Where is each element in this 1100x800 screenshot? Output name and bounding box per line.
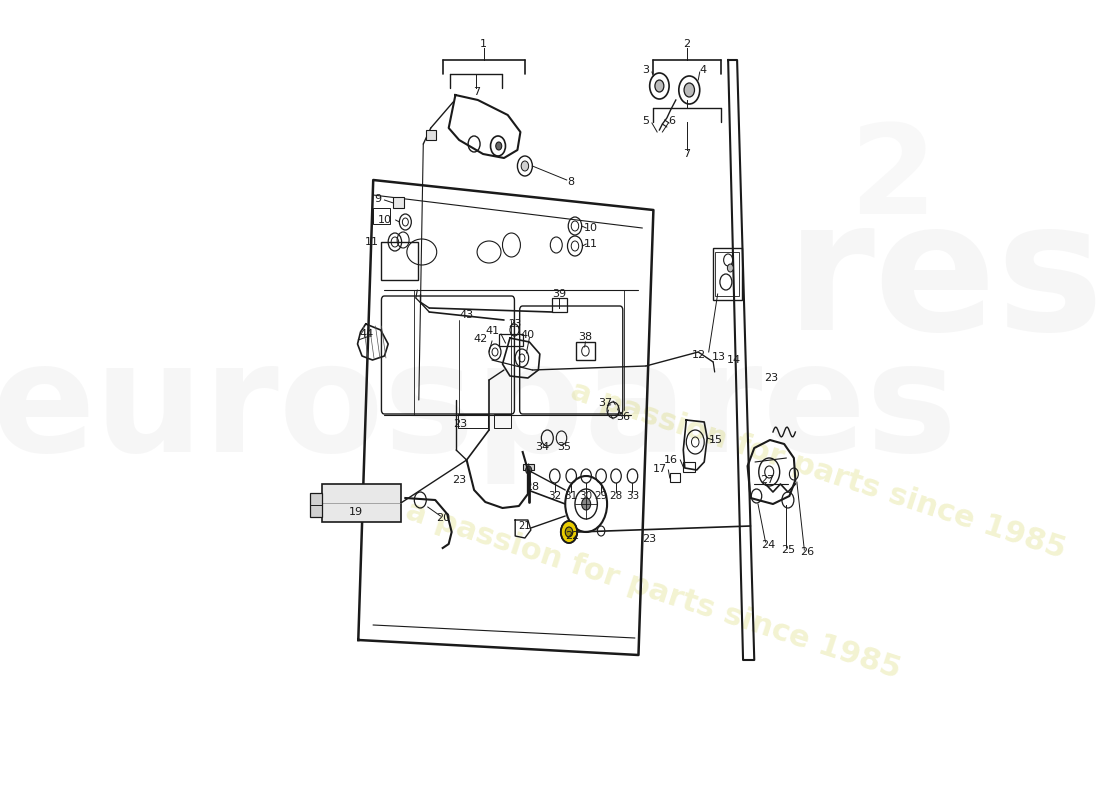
Text: 14: 14 <box>727 355 741 365</box>
Bar <box>394 197 404 208</box>
Bar <box>494 414 510 428</box>
Text: 39: 39 <box>552 289 567 299</box>
Circle shape <box>521 161 529 171</box>
Text: 44: 44 <box>360 329 374 339</box>
Text: 30: 30 <box>580 491 593 501</box>
Bar <box>670 473 680 482</box>
Circle shape <box>565 527 573 537</box>
Text: 23: 23 <box>764 373 779 383</box>
Text: 26: 26 <box>801 547 814 557</box>
Text: 23: 23 <box>452 475 466 485</box>
Text: 16: 16 <box>664 455 678 465</box>
Text: 24: 24 <box>761 540 776 550</box>
Text: 10: 10 <box>378 215 392 225</box>
Bar <box>575 342 595 360</box>
Text: 1: 1 <box>481 39 487 49</box>
Text: 41: 41 <box>485 326 499 336</box>
Text: 35: 35 <box>557 442 571 452</box>
Text: 15: 15 <box>710 435 723 445</box>
Bar <box>381 242 418 280</box>
Text: 2: 2 <box>683 39 691 49</box>
Circle shape <box>727 264 734 272</box>
Text: 7: 7 <box>473 87 480 97</box>
Text: eurospares: eurospares <box>0 335 957 485</box>
Circle shape <box>561 521 578 543</box>
Bar <box>713 248 741 300</box>
Text: 38: 38 <box>579 332 593 342</box>
Text: 42: 42 <box>473 334 487 344</box>
Text: 6: 6 <box>668 116 674 126</box>
Text: 5: 5 <box>642 116 649 126</box>
Text: 3: 3 <box>642 65 649 75</box>
Text: 27: 27 <box>760 475 774 485</box>
Text: 21: 21 <box>519 521 531 531</box>
Text: 8: 8 <box>568 177 575 187</box>
Text: 7: 7 <box>683 149 691 159</box>
Text: 10: 10 <box>584 223 597 233</box>
Text: 43: 43 <box>460 310 474 320</box>
Circle shape <box>654 80 664 92</box>
Text: 11: 11 <box>584 239 597 249</box>
Text: a passion for parts since 1985: a passion for parts since 1985 <box>566 376 1069 564</box>
Text: 19: 19 <box>349 507 363 517</box>
Text: 28: 28 <box>609 491 623 501</box>
Bar <box>373 208 389 224</box>
Text: 25: 25 <box>781 545 795 555</box>
Bar <box>552 298 567 312</box>
Circle shape <box>582 498 591 510</box>
Text: 18: 18 <box>526 482 540 492</box>
Text: res: res <box>785 192 1100 368</box>
Text: 36: 36 <box>616 412 630 422</box>
Text: 12: 12 <box>692 350 706 360</box>
Text: 11: 11 <box>364 237 378 247</box>
Circle shape <box>526 466 531 474</box>
Bar <box>458 414 487 428</box>
Text: 23: 23 <box>642 534 656 544</box>
Text: 13: 13 <box>712 352 726 362</box>
Text: 17: 17 <box>652 464 667 474</box>
Text: 33: 33 <box>626 491 639 501</box>
Text: 23: 23 <box>453 419 468 429</box>
Text: 40: 40 <box>520 330 535 340</box>
Text: 23: 23 <box>508 319 521 329</box>
Text: 4: 4 <box>700 65 706 75</box>
Text: 31: 31 <box>564 491 578 501</box>
Circle shape <box>496 142 502 150</box>
Text: 37: 37 <box>598 398 613 408</box>
Circle shape <box>684 83 694 97</box>
Text: 34: 34 <box>535 442 549 452</box>
Bar <box>524 464 534 470</box>
Text: 9: 9 <box>374 194 382 204</box>
Text: 20: 20 <box>436 513 450 523</box>
Text: 2: 2 <box>849 119 936 241</box>
Text: a passion for parts since 1985: a passion for parts since 1985 <box>403 496 904 684</box>
Bar <box>426 130 436 140</box>
Bar <box>310 493 321 517</box>
Text: 32: 32 <box>548 491 561 501</box>
Bar <box>683 462 695 472</box>
Bar <box>321 484 400 522</box>
Text: 29: 29 <box>594 491 607 501</box>
Bar <box>715 252 739 296</box>
Text: 22: 22 <box>565 531 580 541</box>
Bar <box>499 334 524 346</box>
